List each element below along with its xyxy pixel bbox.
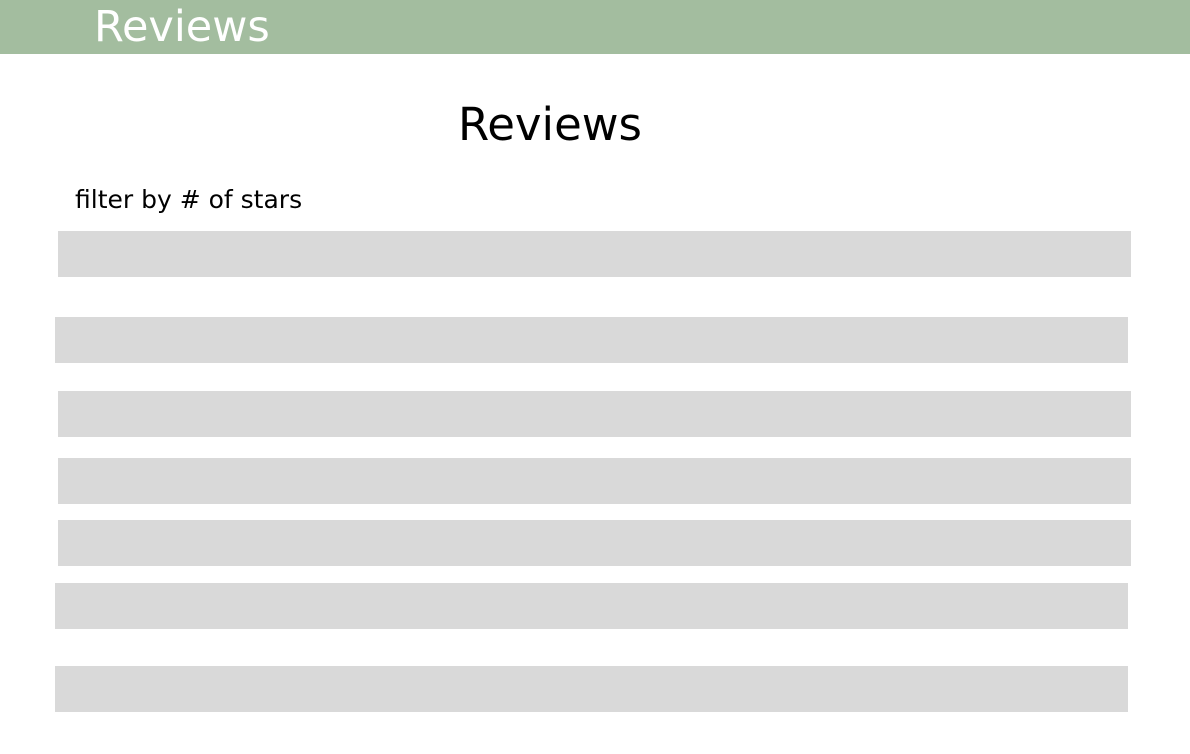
review-row[interactable] [58,231,1131,277]
page-title: Reviews [458,98,642,151]
top-bar: Reviews [0,0,1190,54]
review-row[interactable] [55,666,1128,712]
app-title: Reviews [94,2,270,52]
review-row[interactable] [58,520,1131,566]
star-filter-control[interactable]: filter by # of stars [75,185,303,214]
review-row[interactable] [58,391,1131,437]
review-row[interactable] [55,317,1128,363]
review-row[interactable] [58,458,1131,504]
review-row[interactable] [55,583,1128,629]
